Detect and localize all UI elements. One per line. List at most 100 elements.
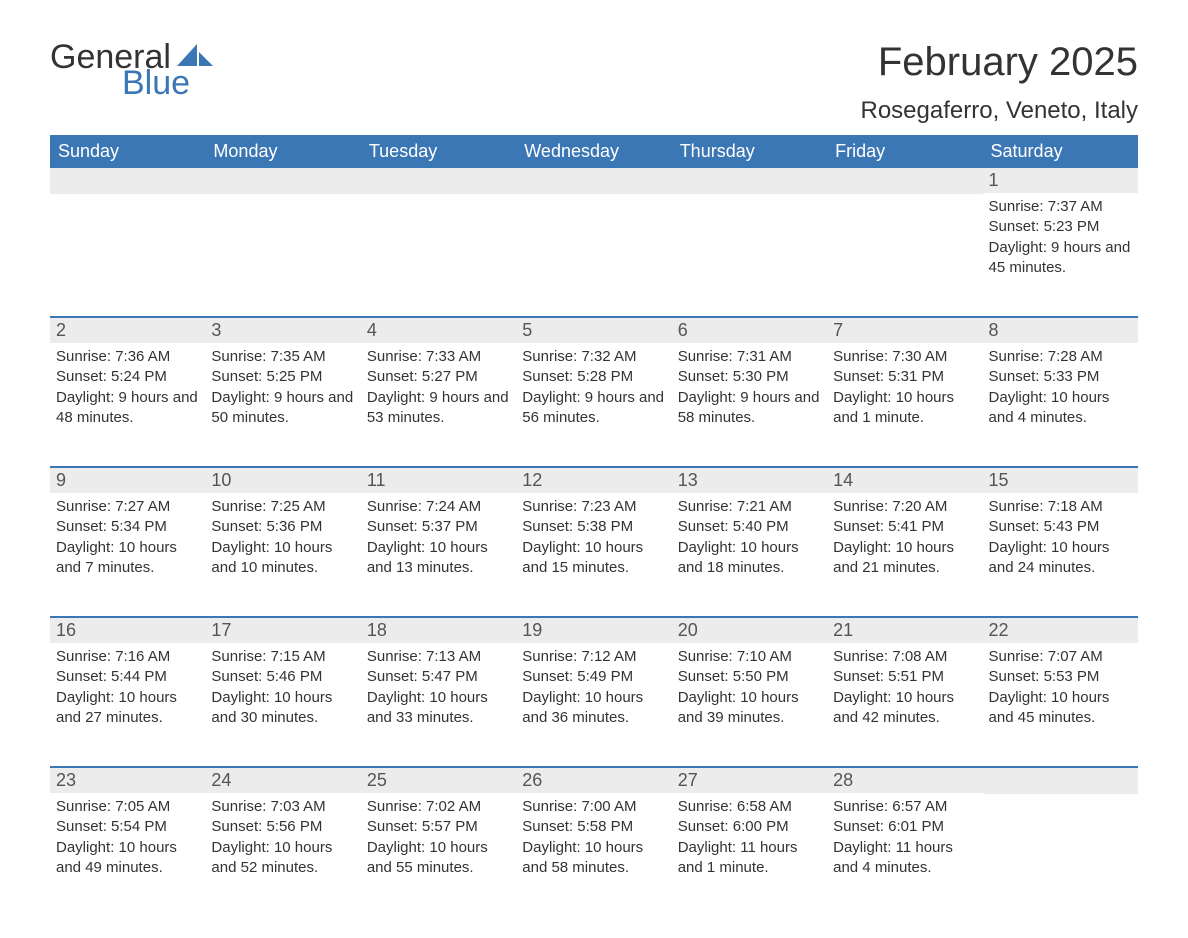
day-number [50,168,205,194]
day-number: 1 [983,168,1138,193]
day-number: 6 [672,318,827,343]
sunrise-text: Sunrise: 7:35 AM [211,347,354,367]
day-details: Sunrise: 7:25 AMSunset: 5:36 PMDaylight:… [205,493,360,582]
daylight-text: Daylight: 10 hours and 15 minutes. [522,538,665,579]
calendar-day: 16Sunrise: 7:16 AMSunset: 5:44 PMDayligh… [50,618,205,748]
sunrise-text: Sunrise: 7:23 AM [522,497,665,517]
sunset-text: Sunset: 5:54 PM [56,817,199,837]
day-number: 17 [205,618,360,643]
day-details: Sunrise: 7:31 AMSunset: 5:30 PMDaylight:… [672,343,827,432]
calendar-day [205,168,360,298]
calendar-day [672,168,827,298]
sunset-text: Sunset: 5:49 PM [522,667,665,687]
day-number: 18 [361,618,516,643]
day-details: Sunrise: 7:12 AMSunset: 5:49 PMDaylight:… [516,643,671,732]
sunset-text: Sunset: 5:36 PM [211,517,354,537]
day-details: Sunrise: 7:08 AMSunset: 5:51 PMDaylight:… [827,643,982,732]
day-number: 4 [361,318,516,343]
calendar-day: 7Sunrise: 7:30 AMSunset: 5:31 PMDaylight… [827,318,982,448]
sunrise-text: Sunrise: 7:00 AM [522,797,665,817]
sunset-text: Sunset: 5:46 PM [211,667,354,687]
day-number: 12 [516,468,671,493]
calendar-day: 10Sunrise: 7:25 AMSunset: 5:36 PMDayligh… [205,468,360,598]
calendar-day: 28Sunrise: 6:57 AMSunset: 6:01 PMDayligh… [827,768,982,898]
daylight-text: Daylight: 10 hours and 55 minutes. [367,838,510,879]
sunset-text: Sunset: 5:27 PM [367,367,510,387]
sunrise-text: Sunrise: 7:20 AM [833,497,976,517]
title-block: February 2025 Rosegaferro, Veneto, Italy [861,40,1139,125]
daylight-text: Daylight: 10 hours and 52 minutes. [211,838,354,879]
sunrise-text: Sunrise: 7:21 AM [678,497,821,517]
daylight-text: Daylight: 10 hours and 58 minutes. [522,838,665,879]
daylight-text: Daylight: 11 hours and 4 minutes. [833,838,976,879]
sunrise-text: Sunrise: 7:08 AM [833,647,976,667]
day-number: 19 [516,618,671,643]
sunrise-text: Sunrise: 7:15 AM [211,647,354,667]
day-details: Sunrise: 7:13 AMSunset: 5:47 PMDaylight:… [361,643,516,732]
day-details: Sunrise: 7:02 AMSunset: 5:57 PMDaylight:… [361,793,516,882]
sunrise-text: Sunrise: 7:18 AM [989,497,1132,517]
calendar-day: 24Sunrise: 7:03 AMSunset: 5:56 PMDayligh… [205,768,360,898]
day-details: Sunrise: 7:36 AMSunset: 5:24 PMDaylight:… [50,343,205,432]
sunset-text: Sunset: 5:57 PM [367,817,510,837]
day-number [516,168,671,194]
day-details: Sunrise: 7:35 AMSunset: 5:25 PMDaylight:… [205,343,360,432]
calendar-day: 5Sunrise: 7:32 AMSunset: 5:28 PMDaylight… [516,318,671,448]
calendar-day: 27Sunrise: 6:58 AMSunset: 6:00 PMDayligh… [672,768,827,898]
sunset-text: Sunset: 5:51 PM [833,667,976,687]
day-number: 20 [672,618,827,643]
day-number: 7 [827,318,982,343]
day-number: 13 [672,468,827,493]
day-number: 27 [672,768,827,793]
day-number: 22 [983,618,1138,643]
sunrise-text: Sunrise: 7:31 AM [678,347,821,367]
calendar-day: 17Sunrise: 7:15 AMSunset: 5:46 PMDayligh… [205,618,360,748]
sunrise-text: Sunrise: 7:16 AM [56,647,199,667]
daylight-text: Daylight: 10 hours and 42 minutes. [833,688,976,729]
daylight-text: Daylight: 10 hours and 4 minutes. [989,388,1132,429]
daylight-text: Daylight: 9 hours and 48 minutes. [56,388,199,429]
day-number [827,168,982,194]
daylight-text: Daylight: 9 hours and 58 minutes. [678,388,821,429]
sunset-text: Sunset: 5:50 PM [678,667,821,687]
daylight-text: Daylight: 10 hours and 21 minutes. [833,538,976,579]
calendar-day: 26Sunrise: 7:00 AMSunset: 5:58 PMDayligh… [516,768,671,898]
logo-text-blue: Blue [122,66,215,100]
daylight-text: Daylight: 10 hours and 30 minutes. [211,688,354,729]
calendar-day [50,168,205,298]
day-details: Sunrise: 7:28 AMSunset: 5:33 PMDaylight:… [983,343,1138,432]
sunrise-text: Sunrise: 7:25 AM [211,497,354,517]
calendar-day [516,168,671,298]
sunrise-text: Sunrise: 7:36 AM [56,347,199,367]
day-number: 14 [827,468,982,493]
day-details: Sunrise: 6:57 AMSunset: 6:01 PMDaylight:… [827,793,982,882]
week-row: 23Sunrise: 7:05 AMSunset: 5:54 PMDayligh… [50,766,1138,898]
day-details: Sunrise: 7:20 AMSunset: 5:41 PMDaylight:… [827,493,982,582]
calendar-day: 21Sunrise: 7:08 AMSunset: 5:51 PMDayligh… [827,618,982,748]
week-row: 2Sunrise: 7:36 AMSunset: 5:24 PMDaylight… [50,316,1138,448]
sunrise-text: Sunrise: 7:28 AM [989,347,1132,367]
day-details: Sunrise: 7:15 AMSunset: 5:46 PMDaylight:… [205,643,360,732]
day-number: 11 [361,468,516,493]
sunrise-text: Sunrise: 7:37 AM [989,197,1132,217]
logo: General Blue [50,40,215,100]
day-details: Sunrise: 7:05 AMSunset: 5:54 PMDaylight:… [50,793,205,882]
sunset-text: Sunset: 5:43 PM [989,517,1132,537]
day-number: 5 [516,318,671,343]
day-details: Sunrise: 7:16 AMSunset: 5:44 PMDaylight:… [50,643,205,732]
sunrise-text: Sunrise: 7:30 AM [833,347,976,367]
day-number: 23 [50,768,205,793]
weekday-header-row: SundayMondayTuesdayWednesdayThursdayFrid… [50,135,1138,168]
day-number: 25 [361,768,516,793]
sunrise-text: Sunrise: 7:03 AM [211,797,354,817]
calendar-day: 15Sunrise: 7:18 AMSunset: 5:43 PMDayligh… [983,468,1138,598]
sunset-text: Sunset: 5:37 PM [367,517,510,537]
calendar-day: 12Sunrise: 7:23 AMSunset: 5:38 PMDayligh… [516,468,671,598]
sunrise-text: Sunrise: 6:57 AM [833,797,976,817]
daylight-text: Daylight: 10 hours and 27 minutes. [56,688,199,729]
week-row: 9Sunrise: 7:27 AMSunset: 5:34 PMDaylight… [50,466,1138,598]
daylight-text: Daylight: 10 hours and 36 minutes. [522,688,665,729]
weekday-header: Wednesday [516,135,671,168]
calendar-day: 19Sunrise: 7:12 AMSunset: 5:49 PMDayligh… [516,618,671,748]
sunset-text: Sunset: 5:47 PM [367,667,510,687]
